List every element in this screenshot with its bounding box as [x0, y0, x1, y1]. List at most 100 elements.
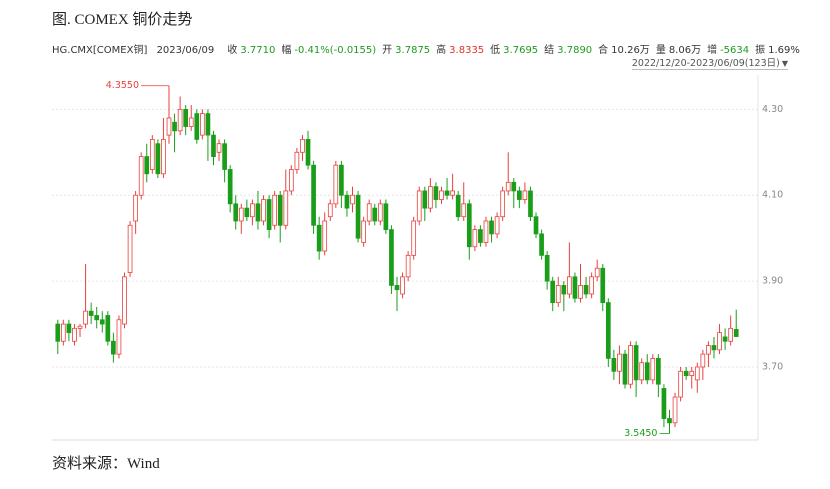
- quote-item: 幅 -0.41%(-0.0155): [281, 45, 376, 56]
- candle-body: [344, 194, 350, 209]
- candle-body: [656, 358, 661, 385]
- candle-body: [561, 285, 567, 295]
- candle-body: [255, 203, 261, 222]
- candle-body: [111, 340, 116, 355]
- candle-body: [589, 276, 594, 295]
- candle-body: [355, 194, 361, 239]
- quote-item: 合 10.26万: [598, 45, 650, 56]
- candle-body: [227, 169, 233, 205]
- candle-body: [238, 207, 244, 222]
- candle-body: [533, 216, 539, 235]
- candle-body: [550, 280, 556, 303]
- candle-body: [244, 207, 250, 218]
- candle-body: [622, 353, 628, 385]
- candle-body: [567, 276, 572, 295]
- candle-body: [339, 164, 344, 196]
- quote-item: 收 3.7710: [227, 45, 275, 56]
- candle-body: [683, 370, 689, 376]
- candle-body: [694, 366, 700, 381]
- candle-body: [466, 203, 472, 248]
- date-range: 2022/12/20-2023/06/09(123日) ▼: [631, 55, 788, 70]
- candle-body: [717, 332, 722, 351]
- candle-body: [505, 181, 511, 192]
- candle-body: [327, 203, 333, 218]
- candle-body: [728, 327, 734, 342]
- candle-body: [633, 345, 639, 381]
- quote-item: 振 1.69%: [755, 45, 800, 56]
- candle-body: [644, 362, 650, 381]
- candle-body: [461, 203, 467, 218]
- candle-body: [155, 143, 161, 175]
- candle-body: [294, 151, 300, 170]
- candle-body: [450, 190, 455, 196]
- quote-info: HG.CMX[COMEX铜] 2023/06/09 收 3.7710 幅 -0.41%…: [52, 41, 806, 56]
- candle-body: [311, 164, 316, 226]
- candle-body: [183, 108, 189, 127]
- candle-body: [611, 358, 617, 372]
- quote-item: 低 3.7695: [490, 45, 538, 56]
- high-label: 4.3550: [106, 80, 139, 91]
- candle-body: [711, 345, 717, 351]
- quote-label: 振: [755, 45, 766, 56]
- candle-body: [572, 276, 578, 299]
- candle-body: [233, 203, 239, 222]
- candle-body: [205, 113, 211, 136]
- quote-value: -5634: [720, 45, 750, 56]
- candle-body: [411, 220, 417, 256]
- candle-body: [83, 310, 88, 325]
- quote-label: 幅: [281, 45, 292, 56]
- candle-body: [428, 186, 433, 209]
- candle-body: [439, 190, 444, 200]
- quote-value: -0.41%(-0.0155): [294, 45, 377, 56]
- candle-body: [305, 139, 311, 166]
- candle-body: [400, 276, 405, 295]
- date: 2023/06/09: [156, 45, 215, 56]
- quote-value: 3.7710: [240, 45, 276, 56]
- quote-value: 3.7890: [557, 45, 593, 56]
- quote-label: 高: [436, 45, 447, 56]
- candle-body: [661, 388, 667, 419]
- candle-body: [94, 315, 100, 321]
- candle-body: [372, 207, 378, 222]
- candle-body: [483, 220, 489, 243]
- candle-body: [333, 164, 339, 205]
- candle-body: [55, 323, 61, 342]
- candle-body: [127, 224, 133, 273]
- y-tick-label: 3.90: [762, 276, 783, 287]
- candle-body: [605, 302, 611, 359]
- candle-body: [583, 285, 589, 295]
- candle-body: [544, 254, 550, 282]
- quote-item: 结 3.7890: [544, 45, 592, 56]
- candle-body: [211, 134, 216, 157]
- candle-body: [405, 254, 411, 278]
- candle-body: [639, 362, 645, 381]
- quote-item: 增 -5634: [707, 45, 749, 56]
- symbol: HG.CMX[COMEX铜]: [52, 45, 148, 56]
- candle-body: [188, 117, 194, 127]
- candle-body: [116, 319, 122, 355]
- candle-body: [322, 220, 328, 252]
- candle-body: [539, 233, 544, 256]
- candle-body: [300, 139, 305, 153]
- quote-item: 开 3.7875: [382, 45, 430, 56]
- y-tick-label: 4.10: [762, 190, 783, 201]
- candle-body: [149, 139, 155, 170]
- candle-body: [133, 194, 138, 222]
- y-tick-label: 3.70: [762, 362, 783, 373]
- quote-value: 3.7695: [503, 45, 539, 56]
- candle-body: [416, 190, 422, 222]
- candle-body: [66, 323, 72, 334]
- candle-body: [600, 267, 606, 303]
- candle-body: [455, 194, 461, 218]
- candle-body: [472, 229, 478, 248]
- candle-body: [161, 139, 166, 175]
- dropdown-icon[interactable]: ▼: [781, 59, 788, 68]
- quote-label: 结: [544, 45, 555, 56]
- candle-body: [350, 194, 355, 205]
- candle-body: [72, 327, 77, 342]
- candle-body: [177, 108, 183, 132]
- candle-body: [650, 358, 656, 381]
- candle-body: [361, 220, 366, 243]
- quote-label: 低: [490, 45, 501, 56]
